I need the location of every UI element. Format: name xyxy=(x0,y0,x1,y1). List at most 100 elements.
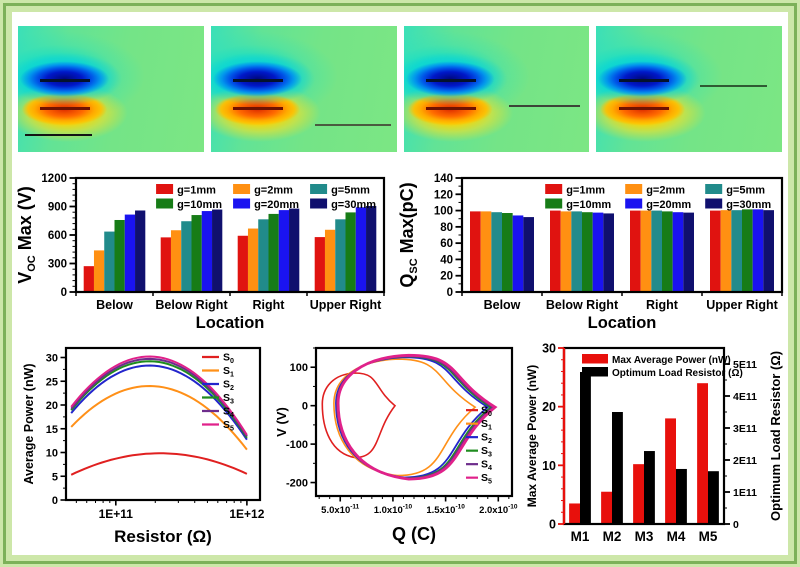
bar xyxy=(335,219,346,292)
power-resistor-chart: 0 5 10 15 20 25 30 1E+11 1E+12 Resistor (Ω) Averag… xyxy=(22,346,265,546)
left-tick-label: 0 xyxy=(549,518,556,532)
left-tick-label: 20 xyxy=(542,400,556,414)
bar xyxy=(124,214,136,292)
curves xyxy=(70,355,248,476)
bar xyxy=(720,210,732,292)
plot-box xyxy=(314,346,514,498)
bars xyxy=(569,372,719,524)
right-tick-label: 0 xyxy=(733,519,739,531)
legend-label: Max Average Power (nW) xyxy=(612,355,731,366)
y-tick-label: 20 xyxy=(46,400,58,412)
y-tick-label: 120 xyxy=(434,189,453,201)
bar xyxy=(742,209,753,292)
legend-label: S3 xyxy=(223,392,234,406)
legend-swatch xyxy=(625,184,643,194)
x-tick-label: 2.0x10-10 xyxy=(479,504,518,517)
bar xyxy=(502,213,513,292)
figure-panel: 0 300 600 900 1200 Below Below Right Right Upper… xyxy=(12,12,788,555)
legend-swatch xyxy=(233,184,251,194)
x-axis: 1E+11 1E+12 Resistor (Ω) xyxy=(75,500,265,546)
left-tick-label: 10 xyxy=(542,459,556,473)
bar xyxy=(201,211,213,292)
legend-label: S1 xyxy=(223,365,234,379)
bar xyxy=(135,210,146,292)
y-tick-label: 15 xyxy=(46,424,58,436)
dual-axis-bar-chart: M1 M2 M3 M4 M5010203001E112E113E114E115E11Ma… xyxy=(525,342,783,545)
legend-label: g=30mm xyxy=(726,199,771,211)
y-tick-label: -100 xyxy=(286,439,308,451)
y-tick-label: 0 xyxy=(447,287,453,299)
bar xyxy=(366,206,377,292)
curve-S3 xyxy=(70,360,248,439)
probe-line xyxy=(25,134,93,137)
bar xyxy=(731,210,742,292)
bar xyxy=(258,219,269,292)
probe-line xyxy=(509,105,580,108)
y-tick-label: 900 xyxy=(48,202,67,214)
legend-label: S5 xyxy=(481,472,492,486)
left-tick-label: 30 xyxy=(542,342,556,356)
x-axis-label: Location xyxy=(588,314,657,332)
y-tick-label: 25 xyxy=(46,376,58,388)
power-bar xyxy=(601,491,612,524)
bar xyxy=(630,210,641,292)
bar xyxy=(763,210,774,292)
right-axis-label: Optimum Load Resistor (Ω) xyxy=(768,351,783,521)
bars xyxy=(470,209,774,292)
bar-series-g=1mm xyxy=(470,210,721,292)
legend: g=1mm g=2mm g=5mm g=10mm g=20mm g=30mm xyxy=(545,184,771,211)
curve-S0 xyxy=(70,452,248,476)
loop-S2 xyxy=(335,356,490,479)
legend-swatch xyxy=(156,198,174,209)
bar-series-g=1mm xyxy=(83,235,325,292)
bar xyxy=(672,212,684,292)
bar-series-g=2mm xyxy=(93,228,336,292)
field-map-right xyxy=(403,26,590,152)
negative-electrode-line xyxy=(425,78,476,82)
x-category-label: Right xyxy=(253,298,286,312)
bar xyxy=(550,210,561,292)
x-category-label: M1 xyxy=(571,529,590,544)
legend-label: S0 xyxy=(223,352,234,366)
probe-line xyxy=(314,124,391,127)
bar-series-g=30mm xyxy=(135,206,377,292)
bar xyxy=(470,211,481,292)
y-tick-label: 300 xyxy=(48,259,67,271)
bars xyxy=(83,206,377,292)
bar xyxy=(289,208,300,292)
y-axis: 0 5 10 15 20 25 30 xyxy=(46,353,66,507)
legend-swatch xyxy=(582,367,608,377)
x-category-label: Below xyxy=(484,298,521,312)
bar xyxy=(345,212,356,292)
legend-swatch xyxy=(233,198,251,209)
y-tick-label: 30 xyxy=(46,353,58,365)
legend-label: S3 xyxy=(481,445,492,459)
legend-swatch xyxy=(156,184,174,194)
y-axis-label: Average Power (nW) xyxy=(22,363,36,484)
curve-S1 xyxy=(70,384,248,451)
plot-box xyxy=(460,176,784,294)
loop-S5 xyxy=(336,353,498,481)
bar xyxy=(181,221,192,292)
y-tick-label: 1200 xyxy=(41,173,67,185)
bar-series-g=10mm xyxy=(114,212,356,292)
bar xyxy=(651,210,662,292)
loops xyxy=(321,353,498,481)
legend-label: g=2mm xyxy=(646,185,685,197)
legend: Max Average Power (nW) Optimum Load Resis… xyxy=(582,354,743,379)
x-axis-label: Location xyxy=(196,314,265,332)
x-category-label: Below Right xyxy=(155,298,228,312)
bar xyxy=(160,237,171,292)
x-axis-label: Q (C) xyxy=(392,524,436,544)
legend-label: g=30mm xyxy=(331,199,376,211)
y-axis-label: QSC Max(pC) xyxy=(397,182,420,287)
bar-series-g=5mm xyxy=(491,210,742,292)
x-tick-label: 1.5x10-10 xyxy=(426,504,465,517)
plot-box xyxy=(74,176,386,294)
probe-line xyxy=(700,85,768,88)
bar xyxy=(560,211,572,292)
bar xyxy=(683,212,694,292)
bar xyxy=(480,211,492,292)
y-tick-label: 5 xyxy=(52,471,58,483)
